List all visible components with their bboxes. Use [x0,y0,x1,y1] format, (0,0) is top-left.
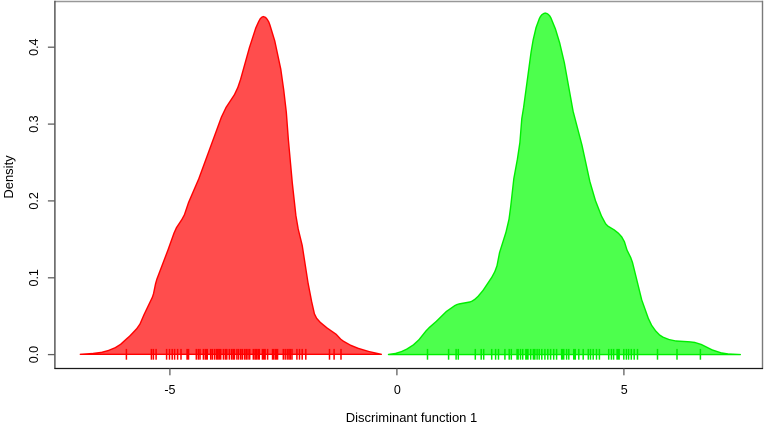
svg-text:5: 5 [621,383,628,397]
svg-text:0.1: 0.1 [27,269,41,286]
svg-text:Density: Density [1,155,16,199]
svg-text:0.2: 0.2 [27,192,41,209]
svg-text:Discriminant function 1: Discriminant function 1 [346,410,478,423]
svg-text:0: 0 [394,383,401,397]
svg-text:-5: -5 [164,383,175,397]
svg-text:0.0: 0.0 [27,346,41,363]
svg-text:0.4: 0.4 [27,38,41,55]
svg-text:0.3: 0.3 [27,115,41,132]
